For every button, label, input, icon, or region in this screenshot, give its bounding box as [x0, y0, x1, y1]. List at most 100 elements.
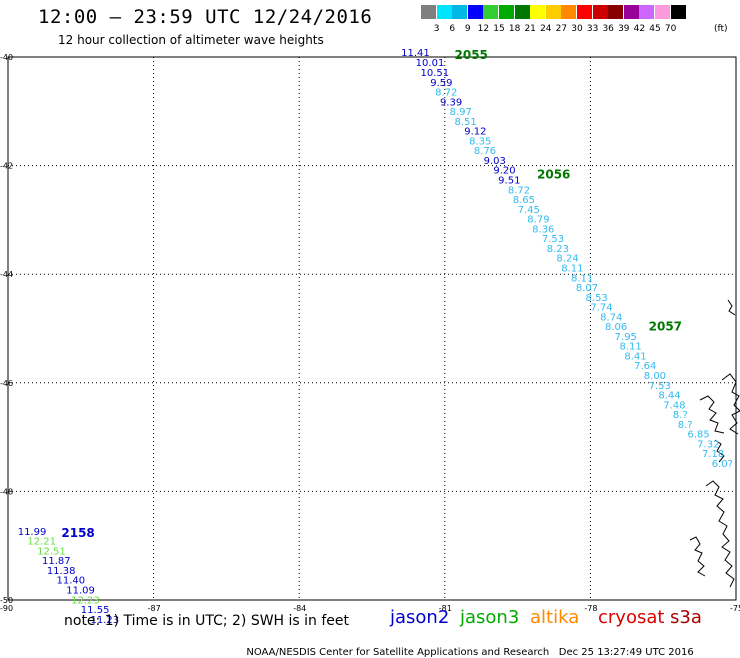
wave-height-value: 8.06: [605, 322, 627, 333]
wave-height-value: 8.00: [644, 371, 666, 382]
color-swatch: [436, 5, 452, 19]
color-swatch: [639, 5, 655, 19]
color-scale-label: 6: [449, 24, 456, 34]
wave-height-value: 8.65: [513, 195, 535, 206]
coastline: [714, 439, 725, 463]
color-scale-label: 27: [555, 24, 568, 34]
color-scale-label: 21: [524, 24, 536, 34]
color-swatch: [655, 5, 670, 19]
wave-height-value: 12.23: [71, 595, 100, 606]
wave-height-value: 7.48: [663, 400, 685, 411]
pass-number-label: 2056: [537, 167, 570, 181]
wave-height-value: 7.53: [649, 381, 671, 392]
satellite-legend-jason3: jason3: [460, 607, 520, 628]
color-swatch: [421, 5, 436, 19]
wave-height-value: 11.41: [401, 48, 430, 59]
coastline: [705, 480, 735, 588]
wave-height-value: 7.74: [590, 303, 612, 314]
x-tick-label: -75: [730, 604, 740, 613]
wave-height-value: 8.24: [556, 254, 578, 265]
color-scale-label: 33: [586, 24, 599, 34]
wave-height-value: 8.11: [561, 263, 583, 274]
color-swatch: [530, 5, 546, 19]
y-tick-label: -46: [0, 379, 13, 388]
wave-height-value: 8.72: [435, 88, 457, 99]
x-tick-label: -84: [293, 604, 306, 613]
wave-height-value: 9.12: [464, 127, 486, 138]
wave-height-value: 8.36: [532, 224, 554, 235]
wave-height-value: 12.51: [37, 546, 66, 557]
wave-height-value: 8.97: [450, 107, 472, 118]
color-scale-label: 39: [618, 24, 630, 34]
map-subtitle: 12 hour collection of altimeter wave hei…: [58, 33, 324, 47]
wave-height-value: 8.07: [576, 283, 598, 294]
satellite-legend-altika: altika: [530, 607, 580, 628]
wave-height-value: 8.53: [586, 293, 608, 304]
pass-number-label: 2158: [61, 526, 94, 540]
wave-height-value: 10.51: [421, 68, 450, 79]
color-swatch: [499, 5, 514, 19]
color-swatch: [483, 5, 499, 19]
wave-height-value: 8.23: [547, 244, 569, 255]
coastline: [721, 299, 740, 435]
coastline: [689, 536, 706, 577]
x-tick-label: -78: [584, 604, 597, 613]
wave-height-value: 8.41: [624, 351, 646, 362]
wave-height-value: 8.72: [508, 185, 530, 196]
x-tick-label: -90: [0, 604, 13, 613]
color-scale-label: 12: [477, 24, 490, 34]
y-tick-label: -48: [0, 487, 13, 496]
satellite-legend-cryosat: cryosat: [598, 607, 665, 628]
wave-height-value: 11.55: [81, 605, 110, 616]
color-swatch: [561, 5, 577, 19]
wave-height-value: 8.44: [658, 391, 680, 402]
wave-height-value: 7.95: [615, 332, 637, 343]
wave-height-value: 8.?: [678, 420, 693, 431]
color-scale-label: 45: [649, 24, 661, 34]
wave-height-value: 8.76: [474, 146, 496, 157]
color-swatch: [623, 5, 639, 19]
wave-height-value: 6.85: [687, 430, 709, 441]
wave-height-value: 8.35: [469, 136, 491, 147]
color-swatch: [467, 5, 483, 19]
wave-height-value: 9.03: [484, 156, 506, 167]
wave-height-value: 8.51: [455, 117, 477, 128]
map-title: 12:00 – 23:59 UTC 12/24/2016: [38, 6, 373, 28]
wave-height-value: 8.11: [620, 342, 642, 353]
color-scale-label: 42: [633, 24, 646, 34]
pass-number-label: 2055: [455, 48, 488, 62]
wave-height-value: 9.20: [493, 166, 515, 177]
wave-height-value: 7.32: [697, 439, 719, 450]
wave-height-value: 11.40: [57, 576, 86, 587]
wave-height-value: 7.64: [634, 361, 656, 372]
color-scale-unit: (ft): [714, 24, 728, 34]
wave-height-value: 8.11: [571, 273, 593, 284]
y-tick-label: -42: [0, 162, 13, 171]
footer-note: note: 1) Time is in UTC; 2) SWH is in fe…: [64, 613, 350, 629]
color-scale-label: 24: [540, 24, 552, 34]
wave-height-value: 9.51: [498, 176, 520, 187]
y-tick-label: -50: [0, 596, 13, 605]
color-scale-label: 9: [464, 24, 471, 34]
color-swatch: [670, 5, 686, 19]
color-swatch: [545, 5, 561, 19]
color-scale-label: 36: [602, 24, 614, 34]
color-scale-label: 70: [664, 24, 677, 34]
color-swatch: [514, 5, 530, 19]
color-swatch: [608, 5, 624, 19]
wave-height-value: 7.45: [518, 205, 540, 216]
y-tick-label: -40: [0, 53, 13, 62]
wave-height-value: 11.09: [66, 585, 95, 596]
color-swatch: [577, 5, 592, 19]
pass-number-label: 2057: [649, 320, 682, 334]
wave-height-value: 7.53: [542, 234, 564, 245]
wave-height-value: 8.?: [673, 410, 688, 421]
color-scale-label: 30: [571, 24, 583, 34]
wave-height-value: 8.74: [600, 312, 622, 323]
color-swatch: [452, 5, 468, 19]
wave-height-value: 11.99: [18, 527, 47, 538]
wave-height-value: 11.87: [42, 556, 71, 567]
map-frame: [7, 56, 737, 601]
wave-height-value: 6.0?: [712, 459, 733, 470]
wave-height-value: 11.38: [47, 566, 76, 577]
